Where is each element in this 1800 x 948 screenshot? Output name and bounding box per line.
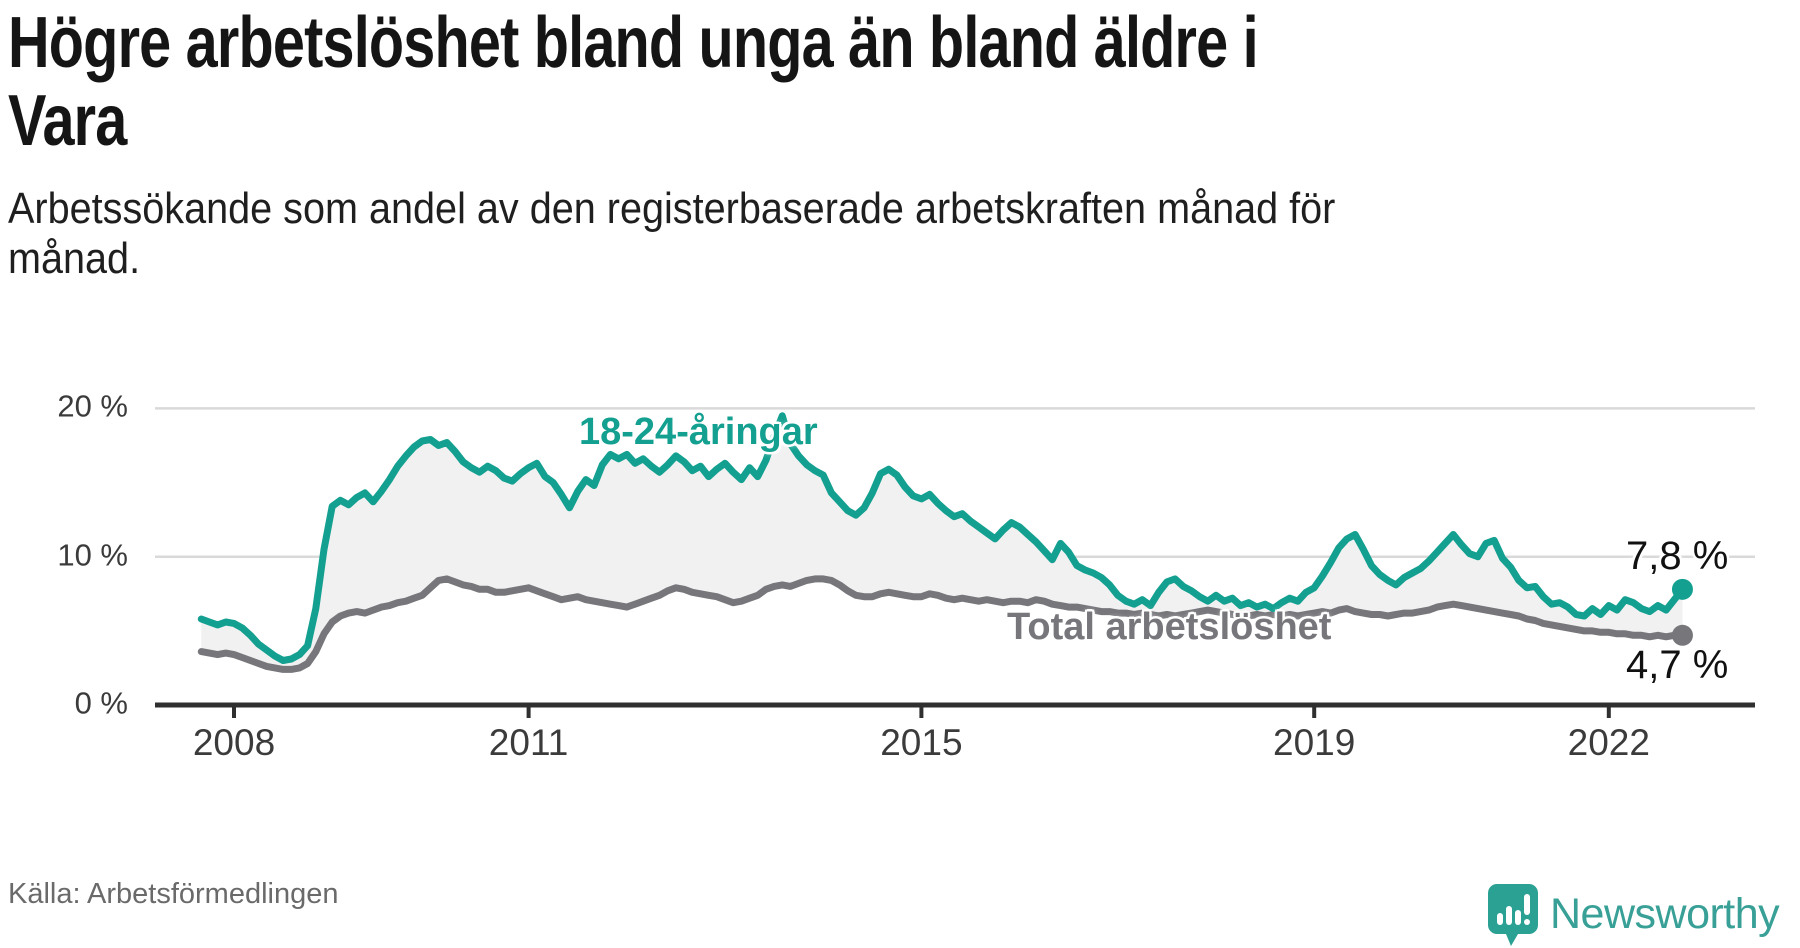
x-axis-label-2022: 2022 xyxy=(1567,722,1650,763)
end-value-label-total: 4,7 % xyxy=(1626,643,1729,687)
newsworthy-logo-text: Newsworthy xyxy=(1550,890,1780,938)
x-axis-label-2019: 2019 xyxy=(1273,722,1356,763)
newsworthy-logo-icon xyxy=(1488,884,1538,946)
y-axis-label-20: 20 % xyxy=(57,388,128,424)
newsworthy-logo: Newsworthy xyxy=(1488,884,1780,946)
y-axis-label-0: 0 % xyxy=(74,685,128,721)
series-label-youth: 18-24-åringar xyxy=(579,411,818,453)
page-title-line-1: Högre arbetslöshet bland unga än bland ä… xyxy=(8,3,1259,83)
y-axis-label-10: 10 % xyxy=(57,537,128,573)
series-line-youth xyxy=(197,412,1686,664)
chart-subtitle-line-2: månad. xyxy=(8,234,141,283)
x-axis-label-2011: 2011 xyxy=(488,722,569,763)
end-dot-total xyxy=(1671,624,1693,646)
end-dot-youth xyxy=(1671,578,1693,600)
x-axis-label-2015: 2015 xyxy=(880,722,963,763)
chart-subtitle: Arbetssökande som andel av den registerb… xyxy=(8,184,1335,284)
bar-chart-icon xyxy=(1497,913,1503,925)
x-axis-label-2008: 2008 xyxy=(192,722,276,763)
series-label-total: Total arbetslöshet xyxy=(1007,606,1332,648)
chart-subtitle-line-1: Arbetssökande som andel av den registerb… xyxy=(8,184,1336,233)
end-value-label-youth: 7,8 % xyxy=(1626,534,1729,578)
series-line-total xyxy=(197,575,1686,673)
area-between-series xyxy=(201,415,1683,670)
source-note: Källa: Arbetsförmedlingen xyxy=(8,878,339,910)
page-title-line-2: Vara xyxy=(8,81,127,161)
page-title: Högre arbetslöshet bland unga än bland ä… xyxy=(8,3,1259,161)
